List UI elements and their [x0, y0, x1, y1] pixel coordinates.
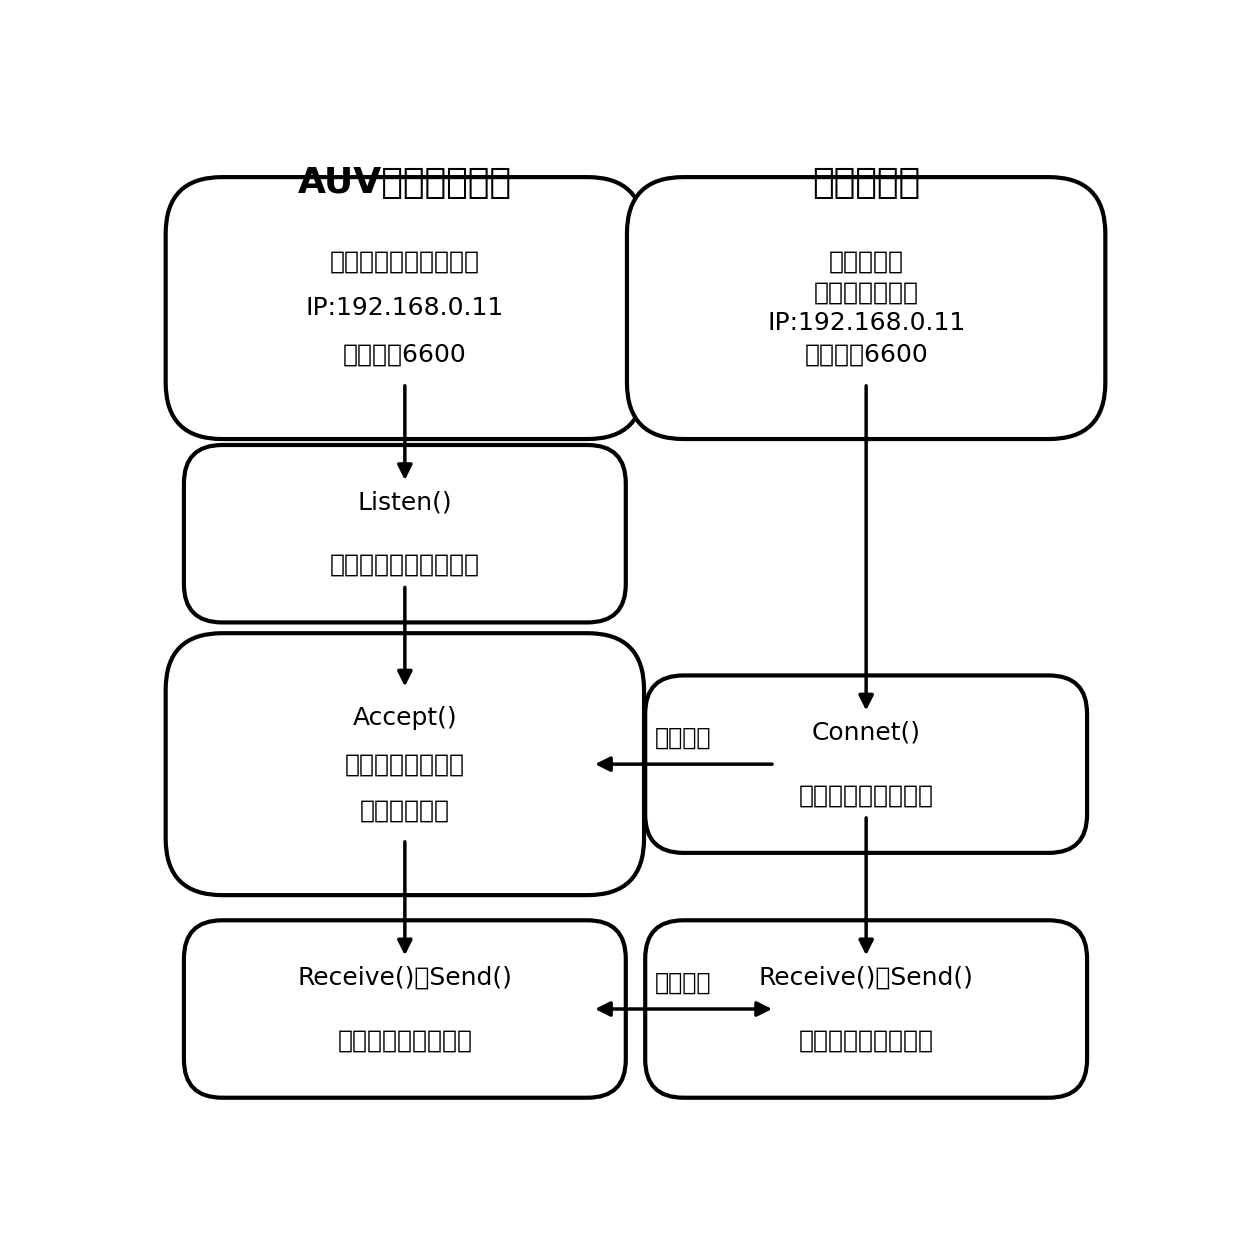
Text: Receive()和Send(): Receive()和Send(): [759, 965, 973, 990]
Text: IP:192.168.0.11: IP:192.168.0.11: [768, 312, 965, 335]
FancyBboxPatch shape: [184, 445, 626, 622]
Text: AUV智能充电装置: AUV智能充电装置: [298, 166, 512, 201]
Text: 接收信息和发送信息: 接收信息和发送信息: [337, 1029, 472, 1052]
FancyBboxPatch shape: [645, 920, 1087, 1097]
Text: 端口号：6600: 端口号：6600: [805, 342, 928, 367]
Text: 发起连接服务器请求: 发起连接服务器请求: [799, 783, 934, 807]
Text: 设置服务器地址: 设置服务器地址: [813, 281, 919, 304]
FancyBboxPatch shape: [184, 920, 626, 1097]
Text: Receive()和Send(): Receive()和Send(): [298, 965, 512, 990]
FancyBboxPatch shape: [166, 633, 644, 895]
Text: 监听和接受服务器请求: 监听和接受服务器请求: [330, 552, 480, 577]
Text: 建立网络连接: 建立网络连接: [360, 798, 450, 822]
Text: 接受客户端请求，: 接受客户端请求，: [345, 752, 465, 776]
Text: 充电监控端: 充电监控端: [812, 166, 920, 201]
Text: Listen(): Listen(): [357, 490, 453, 515]
Text: 接收信息和发送信息: 接收信息和发送信息: [799, 1029, 934, 1052]
Text: Accept(): Accept(): [352, 706, 458, 729]
Text: 端口号：6600: 端口号：6600: [343, 342, 466, 367]
Text: 建立连接: 建立连接: [655, 726, 712, 749]
FancyBboxPatch shape: [166, 177, 644, 439]
Text: Connet(): Connet(): [812, 721, 920, 744]
FancyBboxPatch shape: [645, 676, 1087, 853]
Text: 创建套接字: 创建套接字: [828, 249, 904, 274]
Text: 创建套接字并绑定地址: 创建套接字并绑定地址: [330, 249, 480, 274]
FancyBboxPatch shape: [627, 177, 1105, 439]
Text: 数据通讯: 数据通讯: [655, 970, 712, 995]
Text: IP:192.168.0.11: IP:192.168.0.11: [306, 296, 503, 320]
